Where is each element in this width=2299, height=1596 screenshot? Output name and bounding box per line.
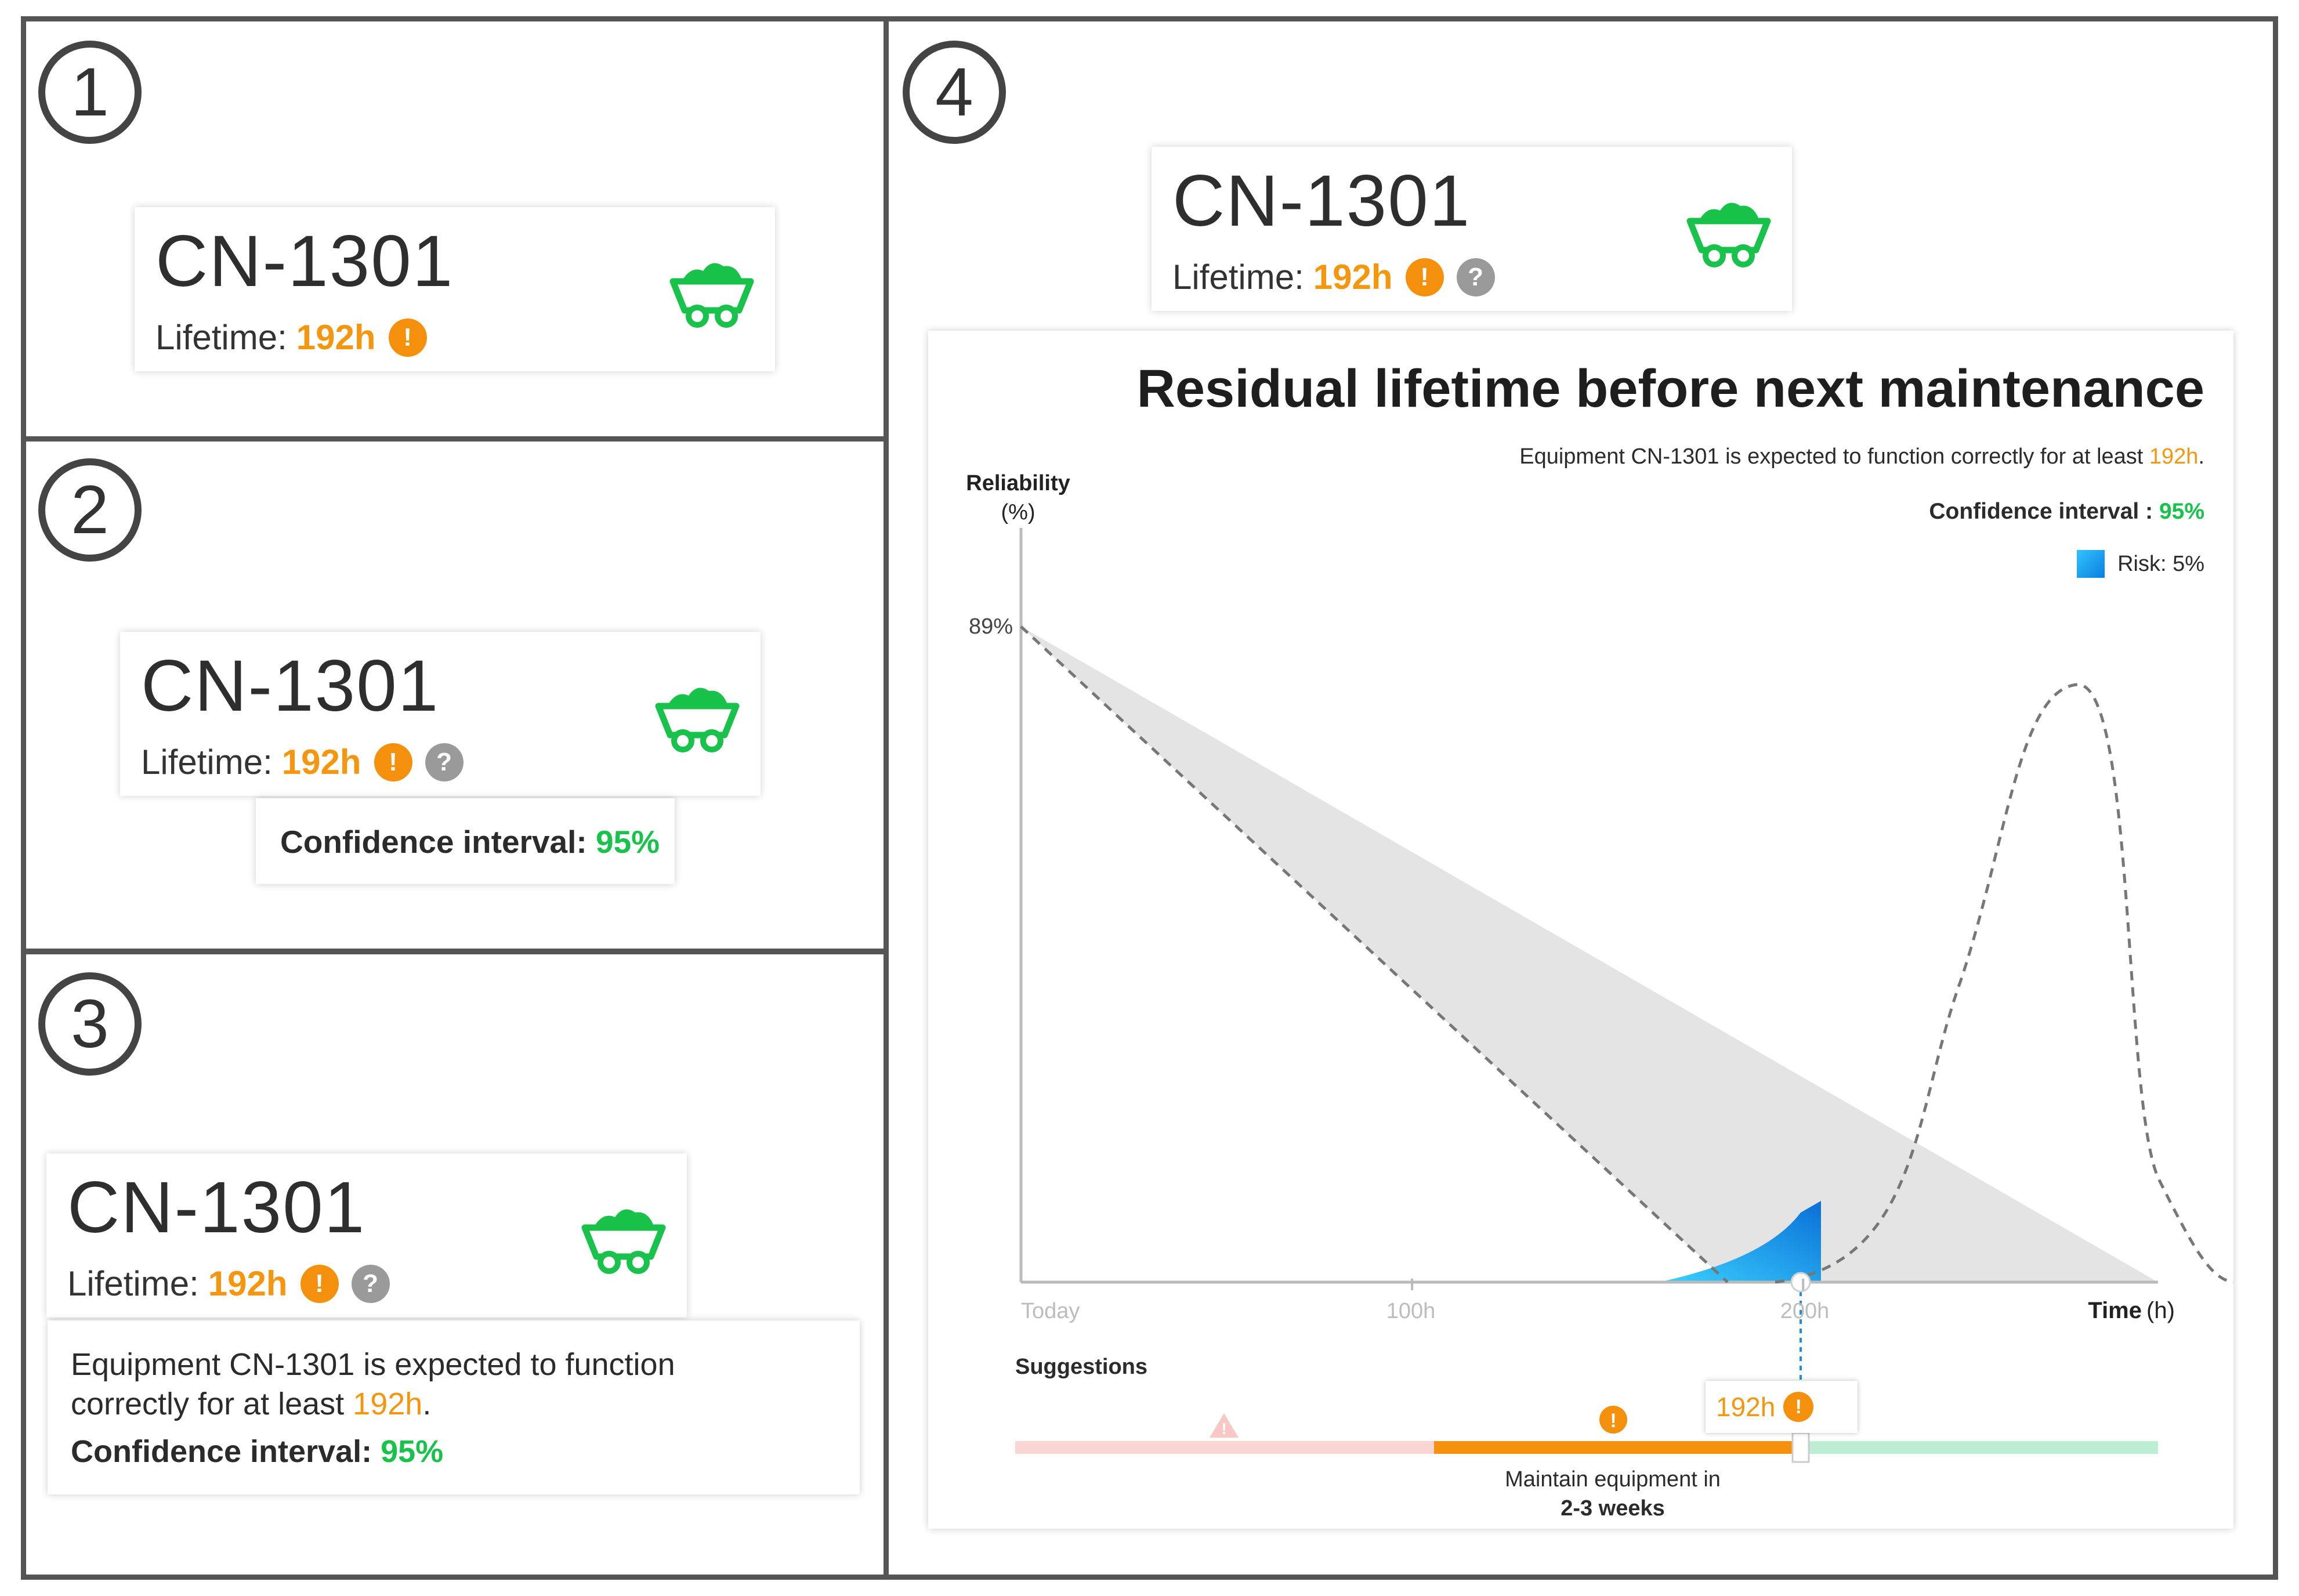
warning-icon[interactable]: !: [388, 318, 427, 357]
popover-confidence: Confidence interval : 95%: [1929, 499, 2204, 524]
suggestions-label: Suggestions: [1015, 1355, 1148, 1379]
lifetime-row: Lifetime: 192h ! ?: [141, 742, 464, 782]
warning-icon[interactable]: !: [300, 1264, 339, 1303]
warning-icon: !: [1783, 1392, 1814, 1422]
detail-tooltip: Equipment CN-1301 is expected to functio…: [48, 1320, 860, 1494]
popover-description: Equipment CN-1301 is expected to functio…: [1519, 444, 2204, 469]
equipment-code: CN-1301: [1172, 161, 1471, 241]
equipment-code: CN-1301: [141, 646, 440, 726]
equipment-card[interactable]: CN-1301 Lifetime: 192h ! ?: [120, 632, 761, 796]
mine-cart-icon: [581, 1209, 666, 1274]
tooltip-lifetime-value: 192h: [353, 1387, 423, 1421]
step-number-2: 2: [38, 458, 142, 562]
mine-cart-icon: [669, 263, 754, 328]
risk-swatch: [2077, 550, 2105, 578]
lifetime-label: Lifetime:: [67, 1264, 199, 1303]
equipment-code: CN-1301: [67, 1167, 366, 1248]
step-number-1: 1: [38, 41, 142, 144]
equipment-card[interactable]: CN-1301 Lifetime: 192h !: [135, 207, 775, 371]
description-lifetime-value: 192h: [2149, 444, 2199, 469]
mine-cart-icon: [1686, 202, 1771, 267]
confidence-label: Confidence interval:: [280, 824, 587, 860]
tooltip-line1: Equipment CN-1301 is expected to functio…: [71, 1347, 675, 1382]
lifetime-label: Lifetime:: [155, 318, 287, 357]
equipment-card[interactable]: CN-1301 Lifetime: 192h ! ?: [1152, 147, 1792, 311]
lifetime-row: Lifetime: 192h !: [155, 317, 427, 357]
equipment-code: CN-1301: [155, 221, 454, 302]
confidence-tooltip: Confidence interval: 95%: [256, 798, 675, 884]
marker-value: 192h: [1716, 1392, 1776, 1422]
mine-cart-icon: [655, 687, 740, 752]
step-number-4: 4: [903, 41, 1006, 144]
residual-lifetime-popover: Residual lifetime before next maintenanc…: [928, 331, 2233, 1529]
lifetime-value: 192h: [1313, 258, 1393, 296]
lifetime-marker-chip[interactable]: 192h !: [1706, 1381, 1858, 1433]
lifetime-value: 192h: [296, 318, 376, 357]
lifetime-label: Lifetime:: [141, 743, 273, 781]
risk-legend: Risk: 5%: [2077, 550, 2204, 578]
lifetime-value: 192h: [281, 743, 361, 781]
warning-icon[interactable]: !: [374, 743, 412, 781]
help-icon[interactable]: ?: [351, 1264, 390, 1303]
step-number-3: 3: [38, 972, 142, 1076]
lifetime-label: Lifetime:: [1172, 258, 1304, 296]
tooltip-text: Equipment CN-1301 is expected to functio…: [71, 1345, 675, 1471]
tooltip-content: Confidence interval: 95%: [280, 823, 660, 860]
lifetime-row: Lifetime: 192h ! ?: [1172, 257, 1495, 297]
popover-title: Residual lifetime before next maintenanc…: [1136, 359, 2204, 418]
risk-label: Risk: 5%: [2117, 551, 2204, 576]
tooltip-confidence: Confidence interval: 95%: [71, 1434, 444, 1469]
lifetime-value: 192h: [208, 1264, 288, 1303]
help-icon[interactable]: ?: [1456, 258, 1495, 296]
confidence-value: 95%: [596, 824, 660, 860]
tooltip-line2: correctly for at least 192h.: [71, 1387, 432, 1421]
warning-icon[interactable]: !: [1405, 258, 1444, 296]
lifetime-row: Lifetime: 192h ! ?: [67, 1264, 390, 1304]
equipment-card[interactable]: CN-1301 Lifetime: 192h ! ?: [46, 1153, 687, 1318]
help-icon[interactable]: ?: [425, 743, 464, 781]
maintain-text: Maintain equipment in 2-3 weeks: [1505, 1467, 1721, 1521]
